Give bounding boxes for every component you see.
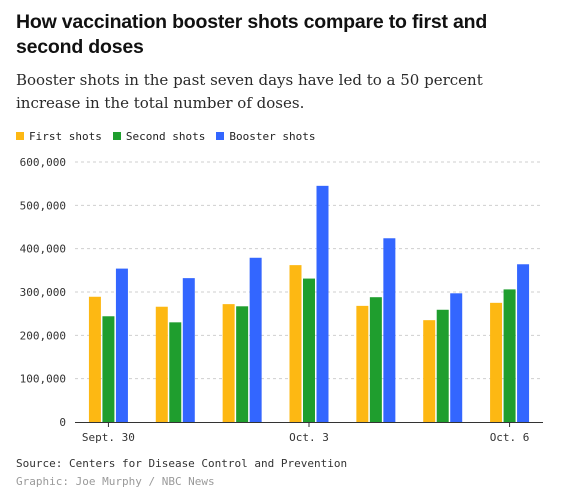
- bar-first-shots: [155, 306, 168, 422]
- bar-first-shots: [289, 265, 302, 422]
- bar-second-shots: [503, 289, 516, 422]
- legend-swatch-first-shots: [16, 132, 24, 140]
- bar-booster-shots: [450, 293, 463, 422]
- bar-first-shots: [490, 302, 503, 422]
- bar-second-shots: [436, 309, 449, 422]
- y-tick-label: 500,000: [20, 199, 66, 212]
- chart-subtitle: Booster shots in the past seven days hav…: [16, 71, 483, 112]
- bar-booster-shots: [383, 238, 396, 422]
- bar-booster-shots: [517, 264, 530, 422]
- legend-swatch-second-shots: [112, 132, 121, 140]
- legend-item-first-shots: First shots: [16, 130, 102, 143]
- legend-item-booster-shots: Booster shots: [216, 130, 315, 143]
- bar-booster-shots: [115, 268, 128, 422]
- y-tick-label: 0: [59, 416, 66, 429]
- x-tick-label: Oct. 3: [289, 431, 329, 444]
- y-tick-label: 200,000: [20, 329, 66, 342]
- y-tick-label: 600,000: [20, 156, 66, 169]
- y-tick-label: 400,000: [20, 243, 66, 256]
- chart-title: How vaccination booster shots compare to…: [16, 11, 488, 58]
- y-tick-label: 100,000: [20, 373, 66, 386]
- bar-first-shots: [88, 296, 101, 422]
- bar-first-shots: [356, 305, 369, 422]
- x-tick-label: Oct. 6: [490, 431, 530, 444]
- bar-booster-shots: [249, 257, 262, 422]
- legend-swatch-booster-shots: [216, 132, 225, 140]
- bar-second-shots: [236, 306, 249, 422]
- source-note: Source: Centers for Disease Control and …: [16, 457, 348, 470]
- bar-chart: 0 100,000 200,000 300,000 400,000 500,000 600,…: [20, 156, 543, 444]
- legend-label-booster-shots: Booster shots: [229, 129, 316, 143]
- legend: First shots Second shots Booster shots: [16, 128, 326, 144]
- bar-second-shots: [369, 297, 382, 422]
- bar-booster-shots: [316, 185, 329, 422]
- legend-label-second-shots: Second shots: [125, 129, 206, 143]
- x-tick-label: Sept. 30: [82, 431, 135, 444]
- bar-second-shots: [102, 316, 115, 422]
- bar-first-shots: [423, 320, 436, 422]
- bar-first-shots: [222, 304, 235, 422]
- bar-second-shots: [169, 322, 182, 422]
- legend-item-second-shots: Second shots: [112, 129, 206, 143]
- graphic-credit: Graphic: Joe Murphy / NBC News: [16, 475, 215, 488]
- y-tick-label: 300,000: [20, 286, 66, 299]
- bar-booster-shots: [182, 278, 195, 422]
- legend-label-first-shots: First shots: [29, 129, 102, 143]
- bar-second-shots: [303, 278, 315, 422]
